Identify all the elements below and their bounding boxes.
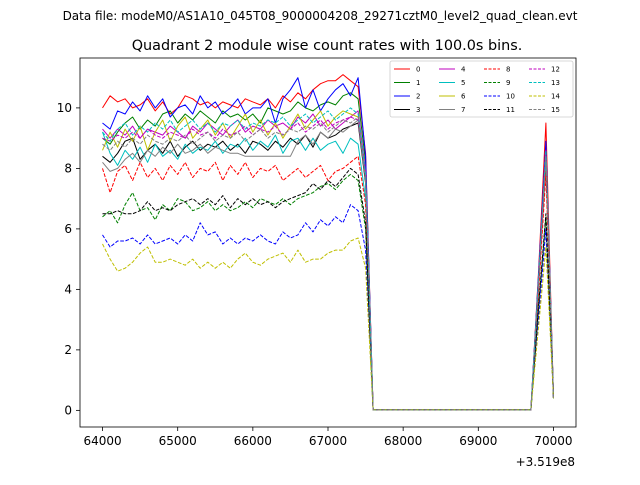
y-tick-label: 2 [64,343,72,357]
legend-label-5: 5 [461,79,465,87]
x-tick-label: 66000 [234,434,272,448]
legend-label-0: 0 [416,66,420,74]
y-axis: 0 2 4 6 8 10 [57,101,80,417]
y-tick-label: 10 [57,101,72,115]
y-tick-label: 8 [64,161,72,175]
series-line-8 [102,155,554,411]
x-tick-label: 68000 [384,434,422,448]
legend-label-6: 6 [461,93,466,101]
x-axis: 64000 65000 66000 67000 68000 69000 70000 [83,427,573,448]
chart-title: Quadrant 2 module wise count rates with … [132,38,523,54]
legend-box [389,60,574,118]
x-tick-label: 70000 [534,434,572,448]
legend-label-11: 11 [506,106,515,114]
figure-suptitle: Data file: modeM0/AS1A10_045T08_90000042… [63,9,578,23]
legend-label-13: 13 [551,79,560,87]
x-offset-label: +3.519e8 [516,455,575,469]
legend-label-8: 8 [506,66,510,74]
plot-frame [79,57,577,428]
legend-label-12: 12 [551,66,560,74]
series-line-13 [102,107,554,411]
x-tick-label: 64000 [83,434,121,448]
legend-label-10: 10 [506,93,515,101]
series-lines [102,74,554,411]
y-tick-label: 4 [64,282,72,296]
legend-label-15: 15 [551,106,560,114]
legend-label-4: 4 [461,66,466,74]
legend-label-3: 3 [416,106,420,114]
x-tick-label: 65000 [159,434,197,448]
legend-label-7: 7 [461,106,465,114]
x-tick-label: 67000 [309,434,347,448]
series-line-9 [102,173,554,411]
legend-label-9: 9 [506,79,510,87]
series-line-15 [102,116,554,411]
x-tick-label: 69000 [459,434,497,448]
legend-label-2: 2 [416,93,420,101]
y-tick-label: 6 [64,222,72,236]
legend-label-14: 14 [551,93,560,101]
legend-label-1: 1 [416,79,420,87]
y-tick-label: 0 [64,403,72,417]
